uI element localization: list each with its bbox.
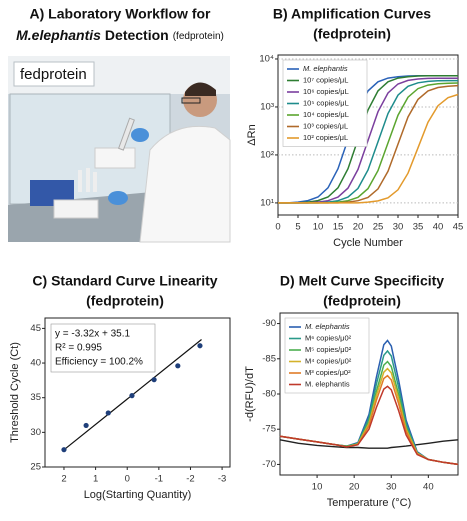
- legend-label: M. elephantis: [305, 322, 350, 331]
- y-tick-label: 35: [30, 392, 41, 403]
- annotation: R² = 0.995: [55, 343, 102, 354]
- centrifuge: [94, 147, 136, 169]
- annotation-box: [50, 323, 156, 373]
- lab-photo: fedprotein: [8, 56, 231, 243]
- glasses: [181, 97, 201, 104]
- x-tick-label: 40: [433, 222, 444, 233]
- title-tail: Detection: [105, 27, 169, 43]
- x-tick-label: 0: [125, 474, 130, 485]
- x-tick-label: 35: [413, 222, 424, 233]
- chart-subtitle: (fedprotein): [313, 26, 391, 42]
- x-axis-label: Temperature (°C): [327, 497, 411, 509]
- y-axis-label: Threshold Cycle (Ct): [9, 342, 21, 443]
- x-tick-label: 25: [373, 222, 384, 233]
- y-tick-label: 40: [30, 358, 41, 369]
- x-tick-label: 30: [386, 482, 397, 493]
- x-tick-label: -3: [218, 474, 226, 485]
- point: [197, 343, 203, 349]
- tube: [93, 172, 97, 192]
- legend-label: 10⁶ copies/μL: [303, 87, 349, 96]
- legend-label: M³ copies/μ0²: [305, 368, 351, 377]
- tube-rack: [53, 199, 99, 219]
- tube: [78, 170, 82, 192]
- annotation: Efficiency = 100.2%: [55, 357, 143, 368]
- legend-label: 10³ copies/μL: [303, 121, 348, 130]
- pipette: [118, 117, 135, 151]
- curve: [278, 93, 459, 204]
- x-tick-label: -2: [186, 474, 194, 485]
- y-tick-label: 25: [30, 462, 41, 473]
- x-tick-label: 30: [393, 222, 404, 233]
- chart-title: B) Amplification Curves: [273, 6, 431, 22]
- legend-label: M. elephantis: [303, 64, 348, 73]
- x-axis-label: Log(Starting Quantity): [84, 489, 192, 501]
- x-tick-label: 10: [313, 222, 324, 233]
- annotation: y = -3.32x + 35.1: [55, 329, 130, 340]
- title-note: (fedprotein): [173, 31, 224, 42]
- legend-label: 10⁵ copies/μL: [303, 98, 349, 107]
- y-tick-label: 10¹: [260, 197, 274, 208]
- y-tick-label: 10⁴: [259, 53, 274, 64]
- point: [61, 447, 67, 453]
- legend-label: M⁴ copies/μ0²: [305, 356, 352, 365]
- y-tick-label: -80: [262, 389, 276, 400]
- y-tick-label: -85: [262, 353, 276, 364]
- chart-subtitle: (fedprotein): [86, 293, 164, 309]
- y-tick-label: -90: [262, 318, 276, 329]
- legend-label: M⁵ copies/μ0²: [305, 345, 352, 354]
- x-tick-label: 20: [349, 482, 360, 493]
- point: [83, 422, 89, 429]
- legend-label: 10² copies/μL: [303, 133, 348, 142]
- glove: [131, 128, 149, 142]
- x-tick-label: 15: [333, 222, 344, 233]
- x-axis-label: Cycle Number: [333, 237, 403, 249]
- legend-label: M. elephantis: [305, 379, 350, 388]
- legend-box: [284, 317, 370, 394]
- title-italic: M.elephantis: [16, 27, 101, 43]
- x-tick-label: 45: [453, 222, 464, 233]
- point: [175, 363, 181, 369]
- x-tick-label: 1: [93, 474, 98, 485]
- legend-label: 10⁴ copies/μL: [303, 110, 349, 119]
- x-tick-label: 0: [275, 222, 280, 233]
- legend-label: 10⁷ copies/μL: [303, 75, 348, 84]
- x-tick-label: 10: [312, 482, 323, 493]
- y-axis-label: ΔRn: [246, 124, 258, 145]
- y-tick-label: -70: [262, 459, 276, 470]
- chart-subtitle: (fedprotein): [323, 293, 401, 309]
- x-tick-label: 40: [423, 482, 434, 493]
- y-axis-label: -d(RFU)/dT: [244, 366, 256, 422]
- chart-title: C) Standard Curve Linearity: [32, 273, 217, 289]
- y-tick-label: 10²: [260, 149, 274, 160]
- point: [105, 410, 111, 416]
- plot-frame: [44, 317, 231, 468]
- panel-a-title-line2: M.elephantis Detection (fedprotein): [16, 27, 224, 43]
- point: [151, 377, 157, 383]
- tube: [86, 168, 90, 192]
- x-tick-label: 5: [295, 222, 300, 233]
- x-tick-label: 2: [61, 474, 66, 485]
- hair: [185, 82, 216, 96]
- x-tick-label: -1: [155, 474, 163, 485]
- curve: [279, 385, 459, 466]
- panel-a-title: A) Laboratory Workflow for: [30, 6, 212, 22]
- glove: [108, 191, 128, 205]
- y-tick-label: 10³: [260, 101, 274, 112]
- sign-text: fedprotein: [20, 66, 87, 83]
- point: [129, 393, 135, 399]
- plot-frame: [277, 54, 459, 216]
- y-tick-label: 45: [30, 323, 41, 334]
- chart-title: D) Melt Curve Specificity: [280, 273, 444, 289]
- baseline-curve: [279, 439, 459, 449]
- y-tick-label: -75: [262, 424, 276, 435]
- lab-coat: [139, 125, 231, 243]
- legend-label: M⁶ copies/μ0²: [305, 333, 352, 342]
- sign-plate: [13, 61, 95, 87]
- y-tick-label: 30: [30, 427, 41, 438]
- x-tick-label: 20: [353, 222, 364, 233]
- curve: [278, 75, 458, 204]
